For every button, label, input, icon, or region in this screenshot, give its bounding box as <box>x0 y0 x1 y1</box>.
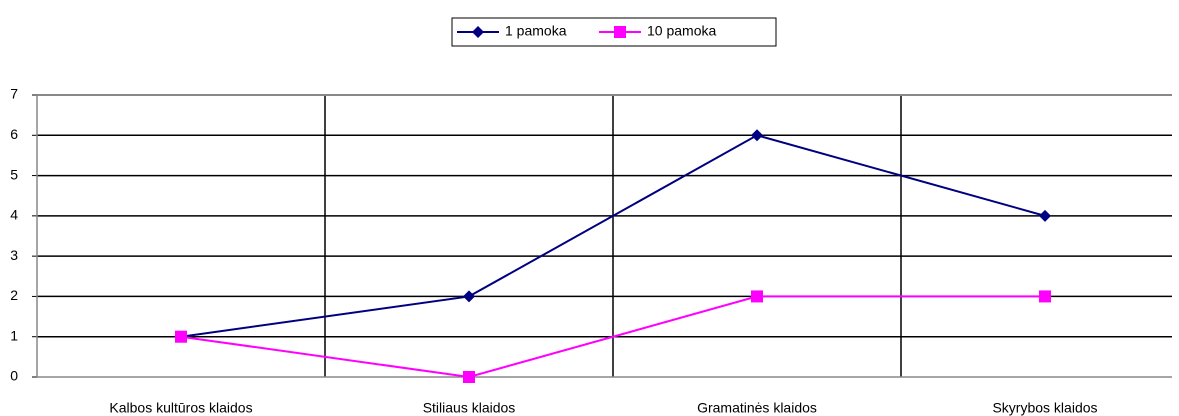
x-tick-label: Gramatinės klaidos <box>697 400 817 416</box>
data-point <box>1039 290 1051 303</box>
data-point <box>1039 209 1051 222</box>
series-line <box>180 134 1046 338</box>
legend-label: 10 pamoka <box>647 23 716 39</box>
y-tick-label: 0 <box>10 368 18 384</box>
y-tick-label: 5 <box>10 166 18 182</box>
x-tick-label: Skyrybos klaidos <box>992 400 1097 416</box>
x-tick-label: Stiliaus klaidos <box>423 400 516 416</box>
y-tick-label: 4 <box>10 207 18 223</box>
series-line <box>180 295 1045 379</box>
y-tick-label: 2 <box>10 287 18 303</box>
data-point <box>751 129 763 142</box>
y-tick-label: 7 <box>10 86 18 102</box>
legend-label: 1 pamoka <box>505 23 567 39</box>
data-point <box>463 371 475 383</box>
data-point <box>751 290 763 303</box>
y-tick-label: 3 <box>10 247 18 263</box>
legend-marker <box>472 26 484 38</box>
data-point <box>175 330 187 343</box>
data-point <box>463 290 475 303</box>
x-tick-label: Kalbos kultūros klaidos <box>109 400 252 416</box>
y-tick-label: 6 <box>10 126 18 142</box>
y-tick-label: 1 <box>10 327 18 343</box>
legend-marker <box>614 26 626 38</box>
